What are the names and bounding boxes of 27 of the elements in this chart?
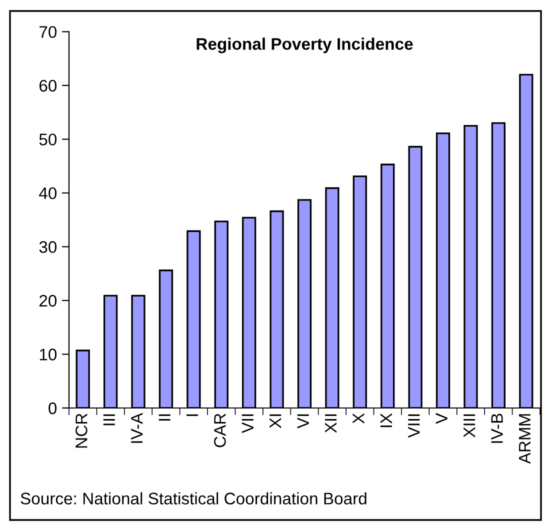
x-tick-label: XI (270, 414, 282, 428)
x-tick-label: XII (325, 414, 337, 433)
y-tick-label: 60 (40, 80, 57, 92)
x-tick-label: VI (297, 414, 309, 429)
x-tick-label: II (158, 414, 170, 421)
x-tick-label: IV-B (491, 414, 503, 443)
x-tick-label: CAR (214, 414, 226, 448)
x-tick-label: VIII (408, 414, 420, 438)
y-tick-label: 0 (48, 402, 57, 414)
y-tick-label: 10 (40, 348, 57, 360)
y-tick-label: 20 (39, 294, 57, 307)
x-tick-label: NCR (76, 414, 88, 448)
x-tick-label: VII (242, 414, 254, 434)
y-tick-label: 50 (39, 134, 57, 146)
y-tick-label: 40 (39, 187, 57, 200)
x-tick-label: III (103, 414, 115, 426)
x-tick-label: V (436, 412, 448, 424)
y-tick-label: 70 (40, 26, 57, 38)
source-note: Source: National Statistical Coordination Board (20, 492, 366, 504)
x-tick-label: I (186, 414, 198, 416)
chart-title: Regional Poverty Incidence (196, 38, 413, 54)
x-tick-label: XIII (464, 414, 476, 438)
x-tick-label: IX (380, 413, 392, 428)
y-tick-label: 30 (39, 241, 57, 253)
x-tick-label: IV-A (131, 412, 143, 443)
x-tick-label: X (352, 413, 364, 424)
x-tick-label: ARMM (518, 414, 530, 464)
